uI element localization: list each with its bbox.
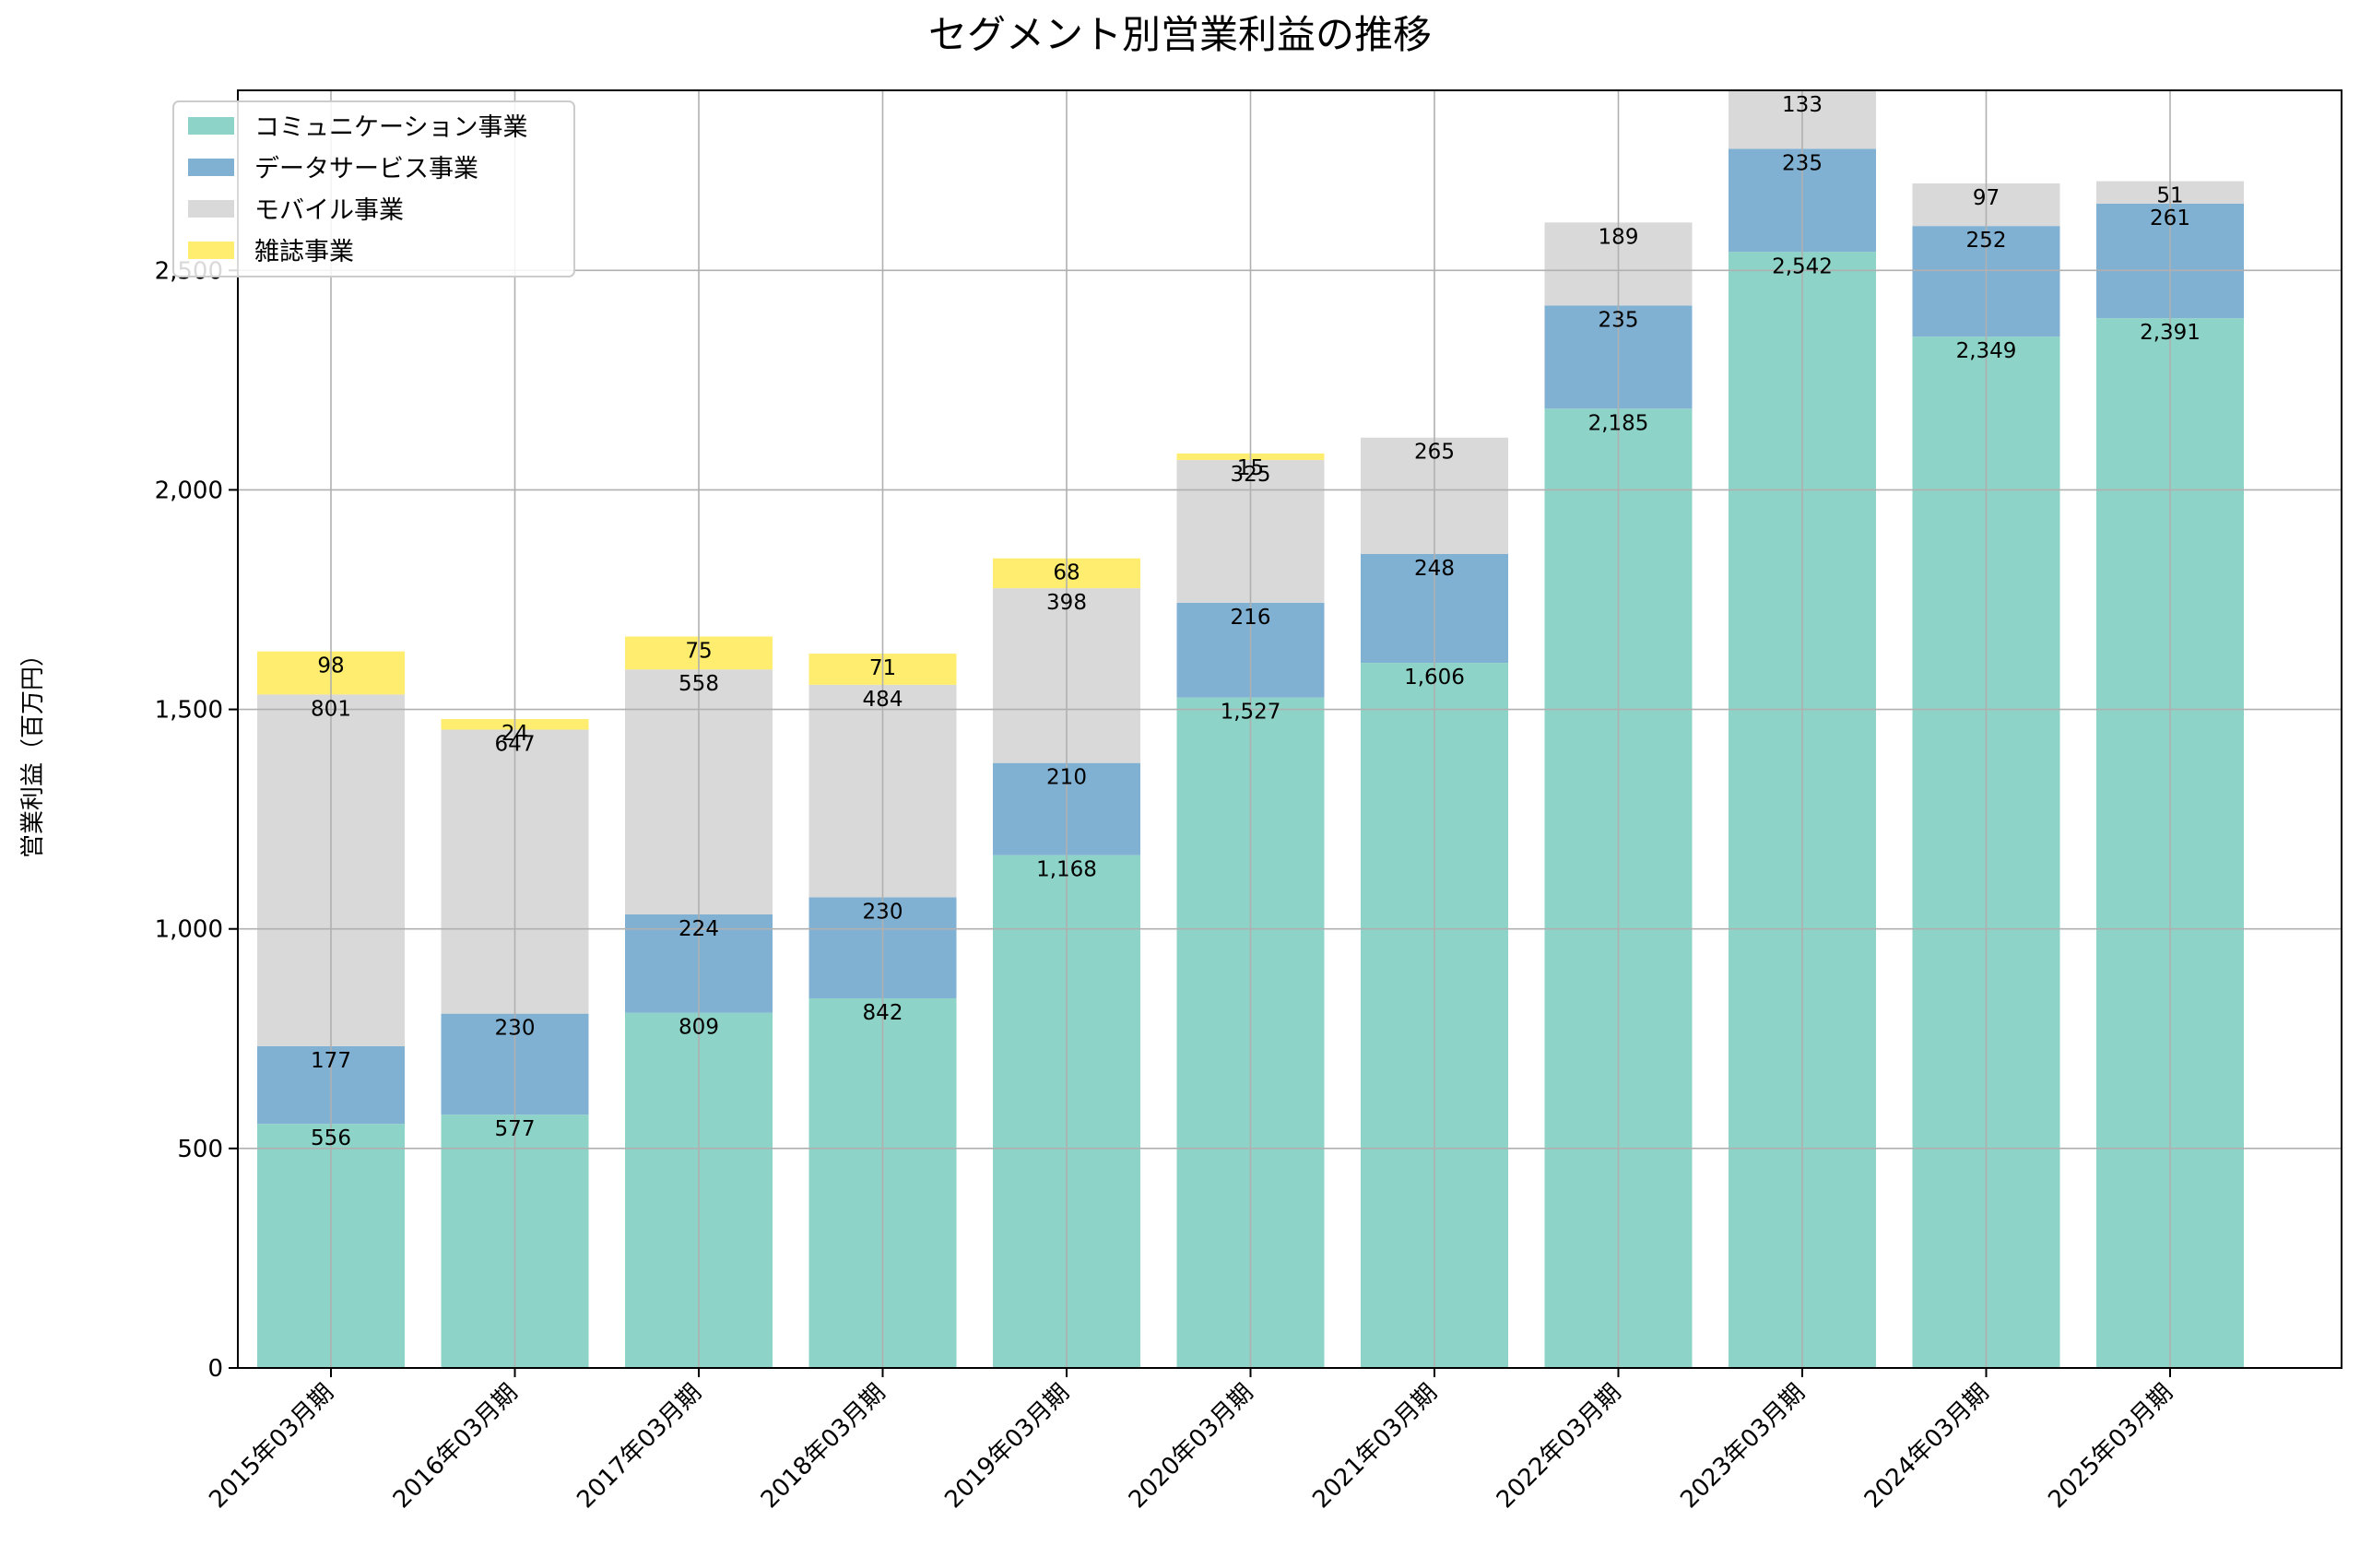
data-label-2-4: 230 [863,900,903,924]
data-label-1-1: 556 [311,1126,351,1150]
data-label-1-11: 2,391 [2140,321,2201,345]
data-label-3-9: 133 [1782,93,1823,117]
y-axis-label: 営業利益（百万円） [19,643,47,858]
x-tick-label-2: 2016年03月期 [388,1379,524,1515]
x-tick-label-4: 2018年03月期 [756,1379,891,1515]
y-tick-label-3: 1,000 [155,916,223,944]
data-label-1-9: 2,542 [1772,254,1833,278]
data-label-3-8: 189 [1599,225,1639,249]
legend-label-3: モバイル事業 [254,196,404,225]
data-label-2-7: 248 [1414,557,1455,581]
data-label-4-5: 68 [1053,561,1080,585]
data-label-4-3: 75 [685,640,712,664]
data-label-3-5: 398 [1046,591,1087,615]
data-label-1-6: 1,527 [1221,701,1281,725]
data-label-2-10: 252 [1966,229,2007,253]
x-tick-label-5: 2019年03月期 [939,1379,1075,1515]
data-label-2-2: 230 [495,1017,536,1041]
data-label-4-1: 98 [317,654,344,678]
x-tick-label-9: 2023年03月期 [1675,1379,1811,1515]
data-label-3-1: 801 [311,697,351,721]
y-tick-label-1: 0 [207,1355,223,1383]
x-tick-label-11: 2025年03月期 [2043,1379,2178,1515]
x-tick-label-1: 2015年03月期 [204,1379,339,1515]
data-label-2-6: 216 [1231,606,1271,630]
legend-label-1: コミュニケーション事業 [254,113,527,142]
data-label-3-3: 558 [678,672,719,696]
data-label-3-10: 97 [1973,186,2000,210]
legend-swatch-3 [188,200,234,218]
legend-swatch-1 [188,117,234,135]
data-label-4-2: 24 [502,722,528,746]
y-tick-label-4: 1,500 [155,697,223,725]
data-label-1-5: 1,168 [1036,858,1097,882]
x-tick-label-7: 2021年03月期 [1307,1379,1443,1515]
data-label-3-2: 647 [495,732,536,756]
x-tick-label-8: 2022年03月期 [1492,1379,1627,1515]
data-label-2-5: 210 [1046,766,1087,790]
data-label-1-4: 842 [863,1001,903,1025]
data-label-3-11: 51 [2156,184,2183,208]
data-label-1-10: 2,349 [1956,339,2017,363]
data-label-2-9: 235 [1782,151,1823,175]
legend-label-2: データサービス事業 [254,155,478,183]
x-tick-label-3: 2017年03月期 [572,1379,707,1515]
plot-frame [237,89,2342,1369]
data-label-1-8: 2,185 [1588,411,1649,435]
legend-swatch-2 [188,159,234,176]
data-label-1-2: 577 [495,1117,536,1141]
data-label-2-3: 224 [678,917,719,941]
chart-title: セグメント別営業利益の推移 [928,12,1432,57]
data-label-2-8: 235 [1599,308,1639,332]
x-tick-label-10: 2024年03月期 [1859,1379,1995,1515]
y-tick-label-5: 2,000 [155,477,223,504]
data-label-1-3: 809 [678,1016,719,1040]
x-tick-label-6: 2020年03月期 [1124,1379,1259,1515]
legend-label-4: 雑誌事業 [254,238,354,266]
data-label-4-6: 15 [1237,456,1264,480]
data-label-3-7: 265 [1414,441,1455,465]
data-label-3-4: 484 [863,688,903,712]
data-label-3-6: 325 [1231,463,1271,487]
data-label-2-11: 261 [2150,206,2190,230]
legend-frame [172,100,575,277]
data-label-4-4: 71 [869,656,896,680]
y-tick-label-2: 500 [177,1136,223,1163]
legend-swatch-4 [188,242,234,259]
data-label-2-1: 177 [311,1049,351,1073]
data-label-1-7: 1,606 [1404,666,1465,690]
